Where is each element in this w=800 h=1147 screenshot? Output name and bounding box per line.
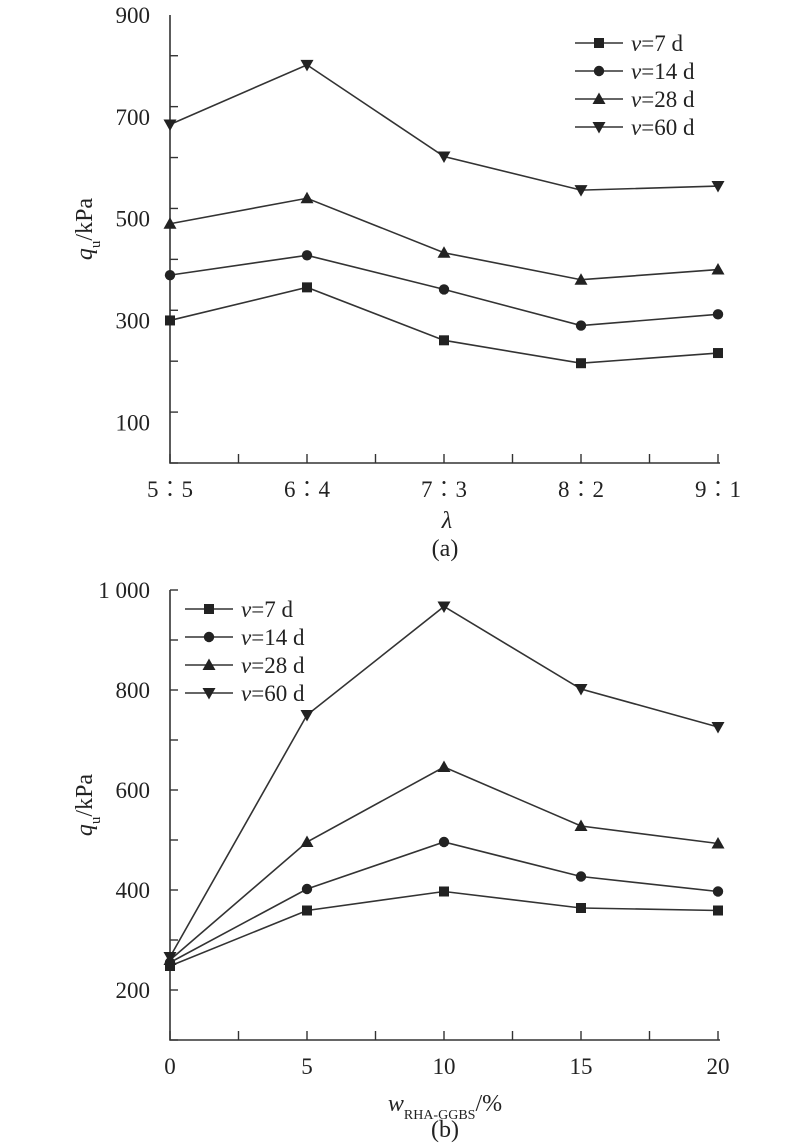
y-tick-label: 700 [116, 105, 151, 130]
legend-label: v=14 d [631, 59, 695, 84]
series-line-0 [169, 286, 719, 365]
y-tick-label: 300 [116, 308, 151, 333]
data-point [437, 246, 451, 258]
data-point [711, 263, 725, 275]
y-tick-label: 600 [116, 778, 151, 803]
data-point [300, 59, 314, 72]
legend-marker [592, 122, 606, 134]
data-point [576, 358, 586, 369]
data-point [574, 185, 588, 197]
y-tick-label: 900 [116, 3, 151, 28]
y-tick-label: 400 [116, 878, 151, 903]
data-point [300, 191, 314, 204]
x-tick-label: 15 [570, 1054, 593, 1079]
x-tick-label: 9︰1 [695, 477, 741, 502]
data-point [575, 871, 587, 882]
data-point [300, 710, 314, 722]
data-point [438, 284, 450, 295]
y-axis-title: qu/kPa [72, 198, 104, 261]
series-line-2 [169, 197, 719, 281]
data-point [574, 684, 588, 696]
x-axis-title: wRHA-GGBS/% [388, 1091, 502, 1123]
data-point [713, 905, 723, 916]
x-tick-label: 6︰4 [284, 477, 331, 502]
y-tick-label: 200 [116, 978, 151, 1003]
data-point [302, 905, 312, 916]
legend-label: v=7 d [631, 31, 683, 56]
y-tick-label: 500 [116, 207, 151, 232]
x-tick-label: 7︰3 [421, 477, 467, 502]
data-point [712, 886, 724, 897]
series-line-1 [169, 841, 719, 964]
data-point [301, 883, 313, 895]
data-point [437, 760, 451, 772]
data-point [439, 886, 449, 897]
legend-marker [594, 38, 604, 48]
chart-panel-a: 100 300 500 700 900 5︰5 6︰4 7︰3 8︰2 9︰1 qu/kPa λ(a)… [72, 3, 741, 562]
data-point [300, 835, 314, 847]
data-point [165, 315, 175, 326]
legend-marker [203, 631, 215, 643]
x-tick-label: 5︰5 [147, 477, 193, 502]
data-point [712, 309, 724, 320]
data-point [574, 819, 588, 831]
data-point [163, 217, 177, 229]
x-axis-title: λ [441, 508, 452, 534]
data-point [439, 335, 449, 346]
x-tick-label: 10 [433, 1054, 456, 1079]
legend-marker [202, 688, 216, 700]
x-tick-label: 20 [707, 1054, 730, 1079]
legend-label: v=60 d [631, 115, 695, 140]
y-tick-label: 1 000 [98, 578, 150, 603]
series-line-0 [169, 890, 719, 967]
legend-marker [593, 65, 605, 77]
data-point [301, 250, 313, 261]
panel-label-a: (a) [432, 536, 459, 562]
legend-label: v=60 d [241, 681, 305, 706]
data-point [713, 348, 723, 359]
legend-marker [202, 658, 216, 670]
legend-marker [204, 604, 214, 614]
data-point [302, 282, 312, 293]
data-point [574, 273, 588, 285]
data-point [163, 952, 177, 964]
x-tick-label: 0 [164, 1054, 176, 1079]
data-point [164, 269, 176, 281]
y-axis-title: qu/kPa [72, 774, 104, 837]
chart-panel-b: 200 400 600 800 1 000 0 5 10 15 20 qu/kPa wRHA-GGBS… [72, 578, 730, 1143]
legend-marker [592, 92, 606, 104]
y-tick-label: 100 [116, 410, 151, 435]
data-point [711, 722, 725, 734]
data-point [437, 601, 451, 613]
data-point [163, 119, 177, 131]
legend-label: v=28 d [241, 653, 305, 678]
series-line-2 [169, 766, 719, 961]
legend-label: v=14 d [241, 625, 305, 650]
data-point [438, 836, 450, 848]
data-point [576, 903, 586, 913]
x-tick-label: 5 [301, 1054, 313, 1079]
panel-label-b: (b) [431, 1117, 459, 1143]
data-point [711, 181, 725, 193]
legend-label: v=7 d [241, 597, 293, 622]
x-tick-label: 8︰2 [558, 477, 604, 502]
legend-label: v=28 d [631, 87, 695, 112]
data-point [575, 320, 587, 331]
data-point [437, 151, 451, 164]
data-point [711, 837, 725, 849]
y-tick-label: 800 [116, 678, 151, 703]
